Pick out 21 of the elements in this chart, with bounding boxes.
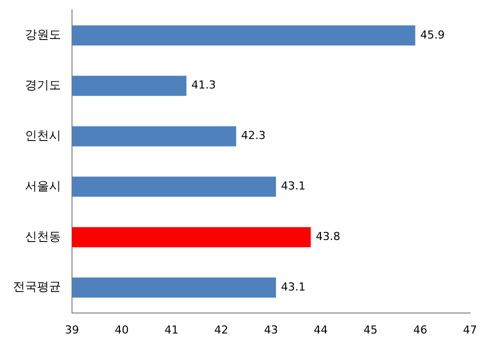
data-label: 42.3: [241, 129, 266, 142]
data-label: 41.3: [191, 78, 216, 92]
y-tick-label: 서울시: [25, 178, 61, 193]
x-tick-label: 44: [314, 323, 328, 336]
y-tick-label: 신천동: [25, 229, 61, 244]
y-tick-label: 강원도: [25, 28, 61, 42]
data-label: 43.1: [280, 280, 306, 294]
y-tick-label: 전국평균: [13, 280, 61, 294]
x-tick-label: 45: [364, 323, 378, 336]
y-tick-label: 경기도: [25, 78, 61, 92]
x-tick-label: 40: [114, 323, 129, 336]
x-tick-label: 43: [264, 323, 278, 336]
data-label: 43.1: [280, 180, 306, 193]
y-tick-label: 인천시: [25, 128, 61, 142]
x-tick-label: 41: [164, 323, 178, 336]
data-label: 45.9: [420, 28, 445, 42]
data-label: 43.8: [316, 230, 340, 244]
x-tick-label: 47: [463, 323, 477, 336]
x-tick-label: 42: [214, 323, 228, 336]
x-tick-label: 46: [413, 323, 428, 336]
x-tick-label: 39: [65, 323, 79, 336]
